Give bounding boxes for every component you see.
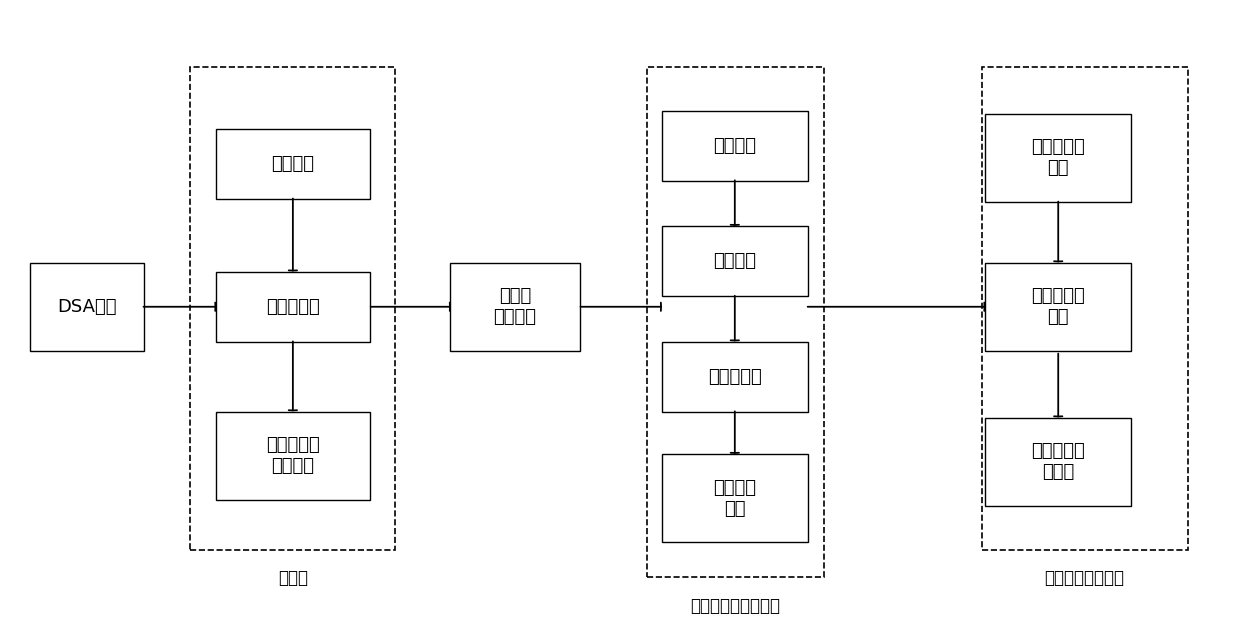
Text: 边缘检测: 边缘检测 — [713, 252, 756, 270]
Bar — [662, 111, 807, 181]
Text: 血管边缘
提取: 血管边缘 提取 — [713, 479, 756, 518]
Bar — [216, 129, 370, 199]
Text: 对比度拉伸: 对比度拉伸 — [267, 297, 320, 315]
Text: 狭窄程度辅助诊断: 狭窄程度辅助诊断 — [1044, 569, 1125, 587]
Text: 血管狭窄程
度计算: 血管狭窄程 度计算 — [1032, 442, 1085, 481]
Text: 感兴趣
区域选择: 感兴趣 区域选择 — [494, 288, 537, 326]
Bar — [30, 263, 144, 351]
Bar — [982, 66, 1188, 550]
Text: 血管分割与边缘检测: 血管分割与边缘检测 — [689, 597, 780, 615]
Bar — [216, 272, 370, 342]
Bar — [986, 263, 1131, 351]
Text: 血管中心线
提取: 血管中心线 提取 — [1032, 138, 1085, 177]
Bar — [450, 263, 580, 351]
Bar — [662, 226, 807, 296]
Text: DSA图像: DSA图像 — [57, 297, 117, 315]
Text: 交互式直径
测量: 交互式直径 测量 — [1032, 288, 1085, 326]
Text: 血管分割: 血管分割 — [713, 137, 756, 155]
Bar — [662, 342, 807, 412]
Bar — [986, 114, 1131, 202]
Text: 多尺度血管
增强滤波: 多尺度血管 增强滤波 — [267, 437, 320, 475]
Bar — [191, 66, 396, 550]
Bar — [216, 412, 370, 500]
Bar — [662, 454, 807, 542]
Bar — [647, 66, 823, 578]
Text: 预处理: 预处理 — [278, 569, 308, 587]
Text: 中值滤波: 中值滤波 — [272, 155, 315, 173]
Bar — [986, 418, 1131, 506]
Text: 形态学处理: 形态学处理 — [708, 368, 761, 386]
